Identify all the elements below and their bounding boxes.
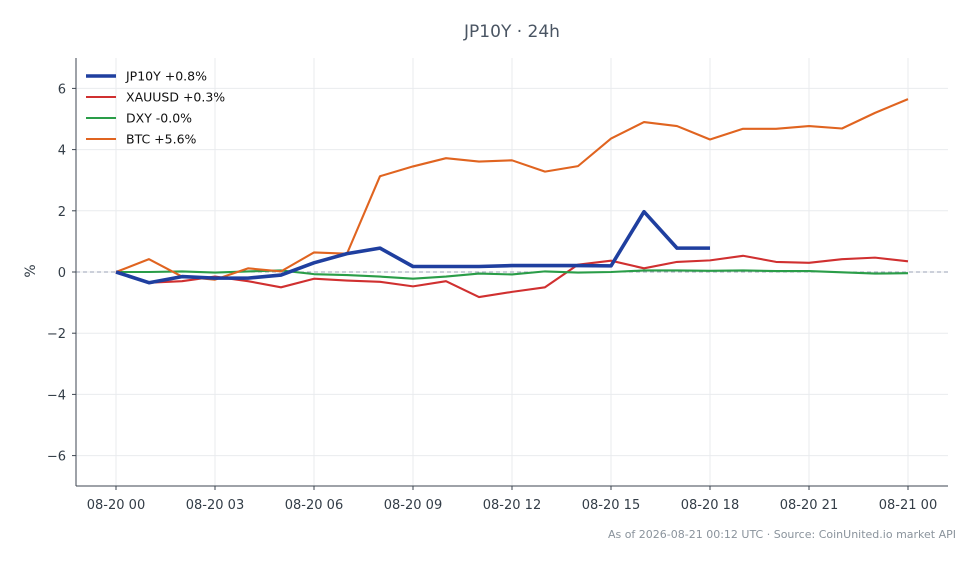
y-tick-label: 6 xyxy=(58,82,66,97)
series-line-jp10y xyxy=(115,209,710,285)
x-tick-label: 08-20 21 xyxy=(780,498,838,513)
legend-label-btc: BTC +5.6% xyxy=(126,132,197,147)
y-tick-label: 4 xyxy=(58,144,66,159)
x-tick-label: 08-20 06 xyxy=(285,498,343,513)
x-tick-label: 08-20 18 xyxy=(681,498,739,513)
x-tick-label: 08-20 09 xyxy=(384,498,442,513)
y-tick-label: −2 xyxy=(47,327,66,342)
plot-area xyxy=(115,98,909,299)
series-line-btc xyxy=(115,98,909,281)
x-tick-label: 08-20 03 xyxy=(186,498,244,513)
y-tick-label: 0 xyxy=(58,266,66,281)
y-tick-label: 2 xyxy=(58,205,66,220)
y-tick-label: −6 xyxy=(47,450,66,465)
x-tick-label: 08-20 12 xyxy=(483,498,541,513)
y-axis-label: % xyxy=(23,264,39,277)
series-line-xauusd xyxy=(115,254,909,299)
axes: −6 −4 −2 0 2 4 6 08-20 00 08-20 03 08-20 06 08-20 … xyxy=(47,58,948,513)
legend-label-dxy: DXY -0.0% xyxy=(126,111,192,126)
x-tick-label: 08-21 00 xyxy=(879,498,937,513)
chart-title: JP10Y · 24h xyxy=(463,22,560,42)
legend: JP10Y +0.8% XAUUSD +0.3% DXY -0.0% BTC +5.6… xyxy=(86,69,225,147)
footer-source: As of 2026-08-21 00:12 UTC · Source: Coi… xyxy=(608,528,956,541)
y-tick-label: −4 xyxy=(47,388,66,403)
x-tick-label: 08-20 00 xyxy=(87,498,145,513)
x-tick-label: 08-20 15 xyxy=(582,498,640,513)
legend-label-jp10y: JP10Y +0.8% xyxy=(125,69,207,84)
legend-label-xauusd: XAUUSD +0.3% xyxy=(126,90,225,105)
series-line-dxy xyxy=(116,269,909,280)
